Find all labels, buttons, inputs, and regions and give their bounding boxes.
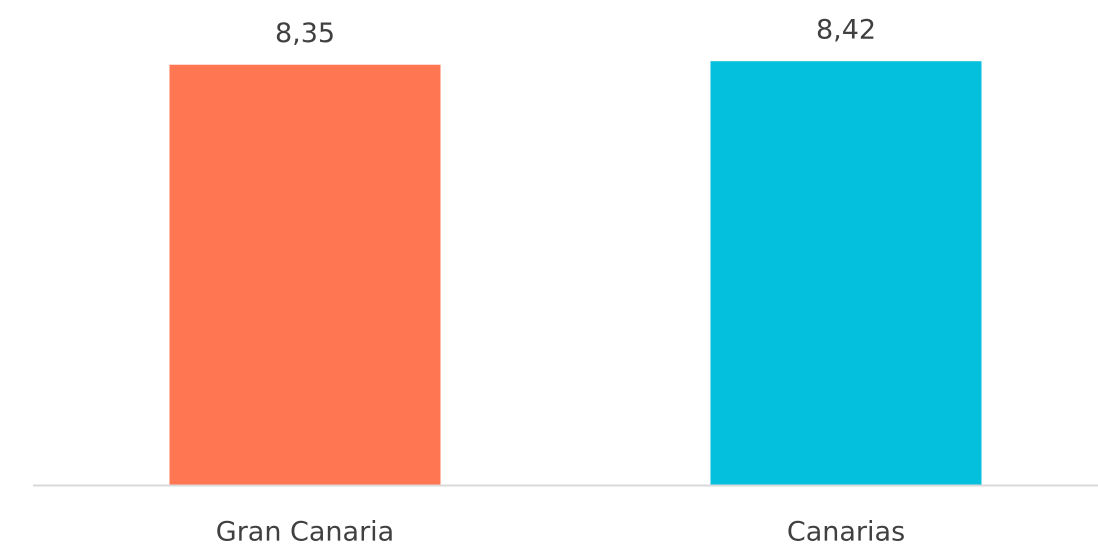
data-label: 8,35 [275, 18, 335, 49]
bar [169, 64, 441, 485]
bar [710, 61, 982, 486]
x-tick-label: Gran Canaria [216, 517, 394, 548]
x-tick-label: Canarias [787, 517, 905, 548]
data-label: 8,42 [816, 15, 876, 46]
